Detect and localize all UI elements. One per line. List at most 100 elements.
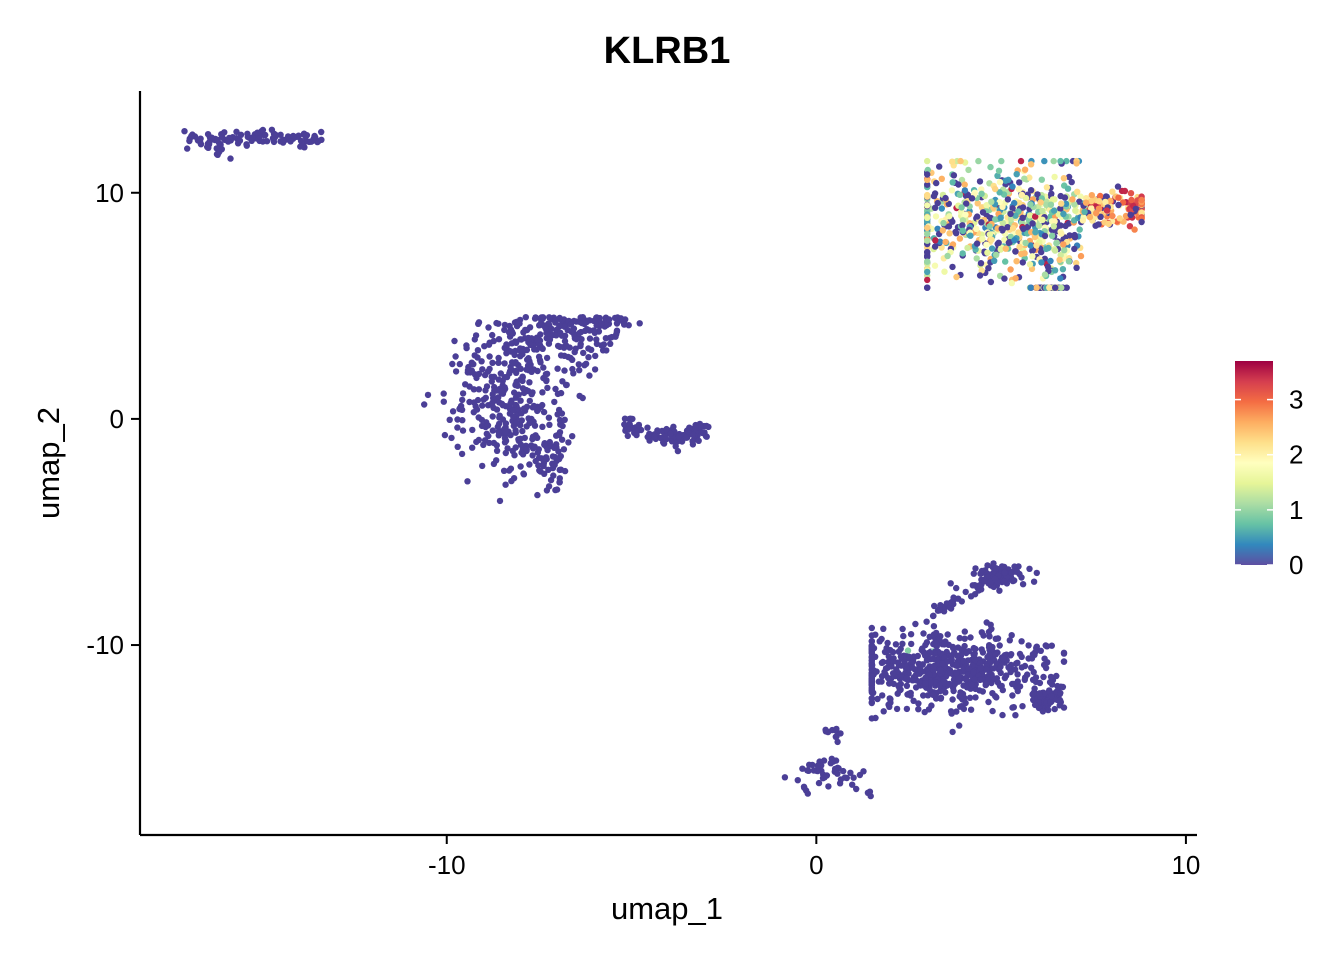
data-point (922, 674, 929, 681)
data-point (607, 340, 614, 347)
data-point (924, 193, 931, 200)
data-point (480, 396, 487, 403)
data-point (999, 686, 1006, 694)
data-point (979, 235, 986, 243)
data-point (976, 676, 984, 684)
data-point (912, 684, 920, 691)
data-point (526, 397, 533, 405)
data-point (1009, 680, 1016, 688)
data-point (570, 370, 577, 377)
data-point (565, 353, 572, 361)
data-point (545, 483, 553, 490)
data-point (1041, 232, 1049, 240)
data-point (930, 691, 937, 699)
data-point (495, 354, 502, 362)
data-point (551, 461, 558, 469)
data-point (1035, 222, 1043, 229)
data-point (1019, 259, 1026, 266)
data-point (1011, 577, 1018, 584)
data-point (810, 767, 817, 774)
data-point (1030, 578, 1038, 585)
data-point (924, 248, 931, 256)
data-point (847, 769, 854, 776)
data-point (1071, 234, 1079, 241)
data-point (967, 232, 974, 239)
data-point (1097, 213, 1104, 220)
data-point (954, 652, 961, 659)
data-point (972, 565, 979, 572)
data-point (1056, 697, 1064, 704)
data-point (879, 692, 886, 699)
data-point (593, 336, 600, 343)
data-point (542, 371, 550, 378)
data-point (853, 785, 860, 793)
data-point (1027, 201, 1034, 208)
data-point (482, 387, 489, 394)
data-point (1053, 672, 1060, 680)
data-point (451, 337, 458, 345)
data-point (849, 781, 856, 788)
data-point (1018, 191, 1026, 199)
data-point (699, 429, 707, 436)
data-point (518, 417, 525, 424)
data-point (214, 136, 221, 143)
data-point (972, 694, 979, 701)
data-point (978, 646, 985, 653)
data-point (961, 187, 969, 194)
data-point (462, 381, 469, 388)
data-point (528, 368, 535, 375)
data-point (827, 760, 834, 767)
data-point (262, 131, 269, 139)
data-point (1026, 212, 1034, 219)
data-point (956, 235, 964, 242)
data-point (459, 417, 466, 424)
data-point (1016, 683, 1024, 690)
data-point (1032, 213, 1039, 220)
data-point (1071, 201, 1078, 208)
data-point (931, 204, 939, 211)
data-point (821, 774, 828, 781)
data-point (475, 370, 483, 378)
data-point (922, 680, 929, 687)
data-point (971, 591, 979, 598)
data-point (889, 670, 897, 677)
data-point (1021, 662, 1029, 670)
data-point (1050, 223, 1058, 230)
data-point (868, 715, 875, 722)
data-point (1060, 658, 1068, 665)
data-point (1046, 679, 1054, 686)
data-point (536, 357, 544, 364)
data-point (924, 253, 931, 261)
data-point (446, 416, 453, 423)
data-point (1001, 569, 1008, 576)
data-point (956, 722, 963, 729)
data-point (972, 645, 979, 653)
data-point (962, 676, 970, 683)
data-point (1021, 250, 1028, 257)
data-point (651, 433, 658, 440)
data-point (1041, 655, 1048, 662)
data-point (1064, 185, 1072, 192)
data-point (520, 405, 528, 412)
data-point (1033, 284, 1040, 291)
data-point (949, 179, 956, 186)
data-point (910, 697, 917, 704)
data-point (986, 223, 993, 230)
data-point (978, 567, 986, 575)
data-point (1076, 226, 1083, 233)
data-point (686, 424, 693, 431)
data-point (903, 682, 911, 689)
data-point (967, 706, 975, 713)
data-point (569, 433, 576, 440)
data-point (197, 135, 204, 142)
data-point (1022, 239, 1029, 247)
data-point (556, 479, 563, 486)
data-point (624, 432, 631, 440)
data-point (1047, 257, 1054, 265)
data-point (947, 580, 954, 587)
data-point (1063, 157, 1070, 165)
data-point (953, 670, 960, 677)
data-point (1008, 279, 1015, 287)
data-point (868, 662, 875, 669)
data-point (502, 449, 509, 457)
